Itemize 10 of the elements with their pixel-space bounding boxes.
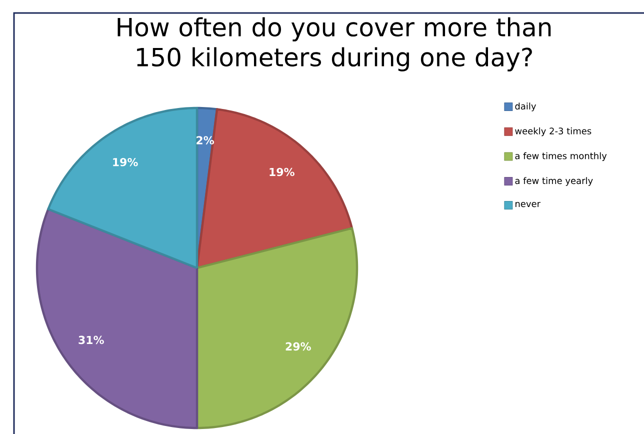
legend-label: never <box>516 202 541 208</box>
data-label: 19% <box>113 158 138 166</box>
legend-label: a few time yearly <box>515 177 593 186</box>
data-label: 31% <box>78 336 104 344</box>
data-label: 19% <box>270 168 294 176</box>
legend-label: a few times monthly <box>515 152 607 161</box>
legend-label: weekly 2-3 times <box>515 127 592 136</box>
data-label: 29% <box>286 342 311 351</box>
legend-label: daily <box>515 102 536 112</box>
chart-title: How often do you cover more than 150 kilometers during one day? <box>118 17 551 72</box>
